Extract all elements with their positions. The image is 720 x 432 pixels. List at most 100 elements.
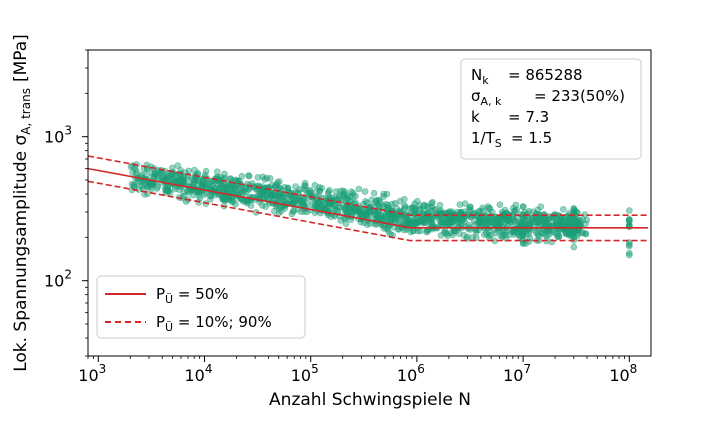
scatter-point <box>554 230 562 238</box>
y-tick-label: 102 <box>44 268 72 291</box>
scatter-point <box>411 206 419 213</box>
scatter-point <box>416 227 424 235</box>
scatter-point <box>461 200 469 207</box>
scatter-point <box>570 243 578 251</box>
x-tick-label: 107 <box>503 362 531 385</box>
scatter-point <box>158 175 166 182</box>
y-axis-ticks: 102 103 <box>44 49 88 357</box>
scatter-point <box>190 191 197 199</box>
scatter-point <box>463 233 471 241</box>
scatter-point <box>166 175 174 182</box>
scatter-point <box>499 231 507 238</box>
scatter-point <box>219 196 227 203</box>
svg-text:Lok. Spannungsamplitude σA, tr: Lok. Spannungsamplitude σA, trans [MPa] <box>11 34 33 372</box>
x-tick-label: 108 <box>609 362 637 385</box>
x-tick-label: 103 <box>78 362 106 385</box>
scatter-point <box>542 219 550 226</box>
scatter-point <box>361 188 369 195</box>
scatter-point <box>355 185 363 193</box>
parameter-row: 1/TS = 1.5 <box>471 129 552 150</box>
scatter-point <box>570 205 578 212</box>
scatter-point <box>519 203 527 210</box>
scatter-point <box>165 187 172 194</box>
scatter-point <box>383 190 391 198</box>
scatter-point <box>234 177 242 185</box>
x-tick-label: 105 <box>291 362 319 385</box>
scatter-point <box>286 198 293 206</box>
scatter-point <box>263 191 271 198</box>
scatter-point <box>391 200 399 207</box>
scatter-point <box>151 169 159 176</box>
scatter-point <box>380 225 388 232</box>
scatter-point <box>213 168 221 176</box>
scatter-point <box>625 216 633 223</box>
y-axis-label-main: Lok. Spannungsamplitude σ <box>11 135 31 372</box>
scatter-point <box>131 164 138 172</box>
scatter-point <box>247 202 255 209</box>
scatter-point <box>130 181 138 188</box>
scatter-point <box>385 228 392 235</box>
scatter-point <box>424 227 432 235</box>
scatter-point <box>301 179 309 187</box>
scatter-point <box>154 183 162 190</box>
scatter-point <box>503 217 511 225</box>
scatter-point <box>239 187 247 195</box>
scatter-point <box>268 181 276 189</box>
scatter-point <box>582 230 590 238</box>
scatter-point <box>217 184 225 192</box>
scatter-point <box>475 208 483 216</box>
scatter-point <box>372 199 380 206</box>
scatter-point <box>350 206 358 214</box>
scatter-point <box>344 194 351 202</box>
scatter-point <box>428 217 435 225</box>
scatter-point <box>484 203 492 210</box>
scatter-point <box>496 201 504 208</box>
scatter-point <box>519 228 527 235</box>
scatter-point <box>229 198 236 206</box>
scatter-point <box>341 188 349 196</box>
scatter-point <box>456 201 464 208</box>
scatter-point <box>559 206 567 213</box>
scatter-point <box>172 177 179 185</box>
x-axis-ticks: 103 104 105 106 107 108 <box>78 356 637 385</box>
scatter-point <box>519 236 527 243</box>
scatter-point <box>488 208 496 216</box>
scatter-point <box>420 207 428 215</box>
scatter-point <box>428 203 435 210</box>
scatter-point <box>570 223 578 231</box>
scatter-point <box>363 221 371 228</box>
legend: PÜ = 50%PÜ = 10%; 90% <box>96 275 306 339</box>
x-tick-label: 106 <box>397 362 425 385</box>
scatter-point <box>576 217 584 224</box>
scatter-point <box>178 177 185 184</box>
legend-label: PÜ = 10%; 90% <box>156 313 272 334</box>
scatter-point <box>290 207 298 214</box>
scatter-point <box>420 216 428 223</box>
scatter-point <box>406 205 414 212</box>
scatter-point <box>363 211 371 218</box>
scatter-point <box>455 230 463 237</box>
scatter-point <box>272 192 280 199</box>
scatter-point <box>534 231 542 238</box>
scatter-point <box>460 231 468 239</box>
scatter-point <box>153 185 161 192</box>
y-axis-label: Lok. Spannungsamplitude σA, trans [MPa] <box>11 34 33 372</box>
x-axis-label: Anzahl Schwingspiele N <box>269 390 471 410</box>
y-axis-label-unit: [MPa] <box>11 34 31 82</box>
scatter-point <box>467 207 474 214</box>
scatter-point <box>380 193 387 200</box>
scatter-point <box>311 182 319 189</box>
scatter-point <box>326 187 333 194</box>
scatter-point <box>339 187 347 195</box>
scatter-point <box>625 242 633 250</box>
scatter-point <box>254 174 262 181</box>
scatter-point <box>224 187 232 194</box>
scatter-point <box>436 201 444 209</box>
scatter-point <box>458 217 466 225</box>
scatter-point <box>275 178 283 185</box>
scatter-point <box>349 192 357 199</box>
scatter-point <box>625 207 633 214</box>
scatter-point <box>169 164 176 172</box>
scatter-point <box>284 184 292 192</box>
scatter-point <box>174 162 182 169</box>
